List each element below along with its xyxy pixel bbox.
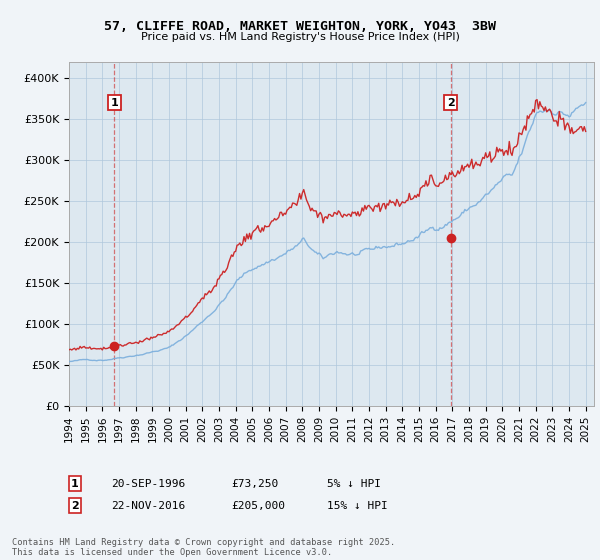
Text: 22-NOV-2016: 22-NOV-2016 [111, 501, 185, 511]
Text: 1: 1 [71, 479, 79, 489]
Text: £205,000: £205,000 [231, 501, 285, 511]
Text: 20-SEP-1996: 20-SEP-1996 [111, 479, 185, 489]
Text: 57, CLIFFE ROAD, MARKET WEIGHTON, YORK, YO43  3BW: 57, CLIFFE ROAD, MARKET WEIGHTON, YORK, … [104, 20, 496, 32]
Text: Contains HM Land Registry data © Crown copyright and database right 2025.
This d: Contains HM Land Registry data © Crown c… [12, 538, 395, 557]
Text: Price paid vs. HM Land Registry's House Price Index (HPI): Price paid vs. HM Land Registry's House … [140, 32, 460, 42]
Text: 2: 2 [71, 501, 79, 511]
Text: 2: 2 [447, 97, 455, 108]
Text: 5% ↓ HPI: 5% ↓ HPI [327, 479, 381, 489]
Text: 15% ↓ HPI: 15% ↓ HPI [327, 501, 388, 511]
Text: 1: 1 [110, 97, 118, 108]
Text: £73,250: £73,250 [231, 479, 278, 489]
